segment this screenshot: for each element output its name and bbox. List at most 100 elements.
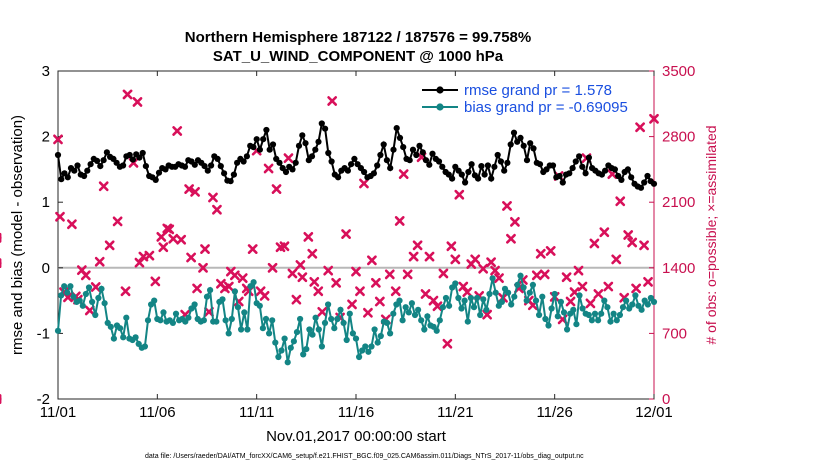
bias-point [560,309,568,316]
legend-bias-label: bias grand pr = -0.69095 [464,99,628,116]
obs-marker [384,269,395,280]
bias-point [340,319,347,326]
x-tick-label: 11/11 [239,404,274,421]
bias-point [421,326,428,333]
rmse-point [419,149,426,156]
bias-point [207,287,214,294]
bias-point [244,326,251,333]
rmse-point [481,171,488,178]
x-tick-label: 11/21 [437,404,473,421]
bias-point [523,297,530,304]
bias-point [520,284,527,291]
rmse-point [348,161,355,168]
obs-marker [347,299,357,310]
bias-point [169,319,176,326]
bias-point [92,311,99,319]
rmse-point [191,161,198,168]
rmse-point [422,157,430,164]
rmse-point [390,146,397,153]
x-tick-label: 11/16 [338,404,374,421]
bias-point [591,310,599,317]
bias-point [554,313,561,320]
bias-point [498,298,505,305]
rmse-point [282,168,290,176]
obs-marker [573,265,584,276]
bias-point [467,294,474,302]
obs-marker [208,192,218,203]
obs-marker [176,234,187,245]
rmse-point [585,154,593,161]
bias-point [557,298,565,305]
bias-point [337,306,344,313]
rmse-point [344,167,351,174]
rmse-point [497,158,504,165]
obs-marker [432,301,443,312]
bias-point [144,317,152,324]
bias-point [290,338,297,345]
bias-point [331,325,338,332]
obs-marker [398,169,409,179]
bias-point [58,292,65,299]
bias-point [564,326,571,333]
obs-marker [55,211,65,222]
obs-marker [341,229,351,239]
obs-marker [585,298,596,309]
rmse-point [507,141,514,148]
obs-marker [374,296,385,307]
rmse-point [136,154,143,161]
rmse-point [276,159,283,166]
bias-point [185,314,192,321]
obs-marker [531,270,542,281]
obs-marker [271,184,282,194]
bias-point [601,297,608,304]
rmse-point [201,163,208,170]
rmse-point [475,175,482,182]
bias-point [464,318,471,325]
rmse-point [155,169,163,176]
bias-point [458,305,465,312]
obs-marker [599,227,610,238]
rmse-point [501,167,508,174]
rmse-point [240,158,247,165]
bias-point [231,288,238,295]
obs-marker [577,281,588,292]
bias-point [334,315,341,323]
bias-point [349,330,356,337]
rmse-point [569,165,576,172]
bias-point [123,314,130,321]
bias-point [321,319,329,326]
obs-marker [589,238,600,249]
rmse-point [129,156,136,163]
obs-marker [303,231,314,242]
obs-marker [631,283,642,294]
rmse-point [318,120,325,127]
obs-marker [122,89,133,100]
rmse-point [429,150,436,157]
rmse-point [370,170,377,177]
obs-marker [90,282,101,292]
rmse-point [377,151,384,159]
bias-point [387,330,394,337]
rmse-point [549,162,557,169]
bias-point [598,310,605,317]
obs-marker [84,305,95,316]
rmse-point [263,126,270,134]
rmse-point [559,179,566,186]
bias-point [219,296,226,303]
bias-point [579,305,586,312]
bias-point [470,304,478,311]
bias-point [315,326,322,333]
rmse-point [361,168,368,176]
obs-marker [331,277,342,288]
obs-marker [545,246,556,256]
rmse-point [400,144,407,151]
obs-marker [635,122,645,133]
obs-marker [506,233,516,244]
bias-point [474,294,481,302]
bias-point [588,317,596,324]
bias-point [402,304,409,311]
bias-point [638,306,645,313]
bias-point [234,304,242,311]
bias-point [312,314,319,321]
obs-marker [494,273,504,284]
